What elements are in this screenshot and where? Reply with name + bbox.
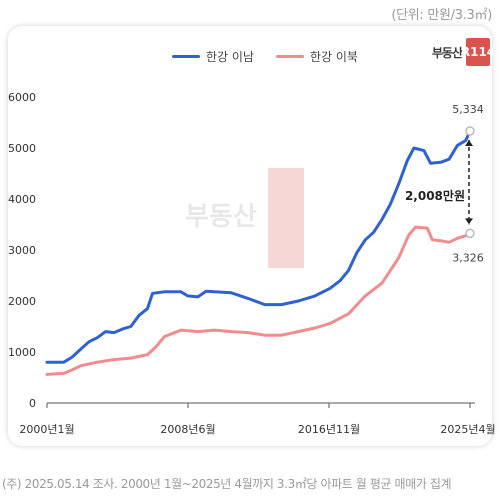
- y-tick-label: 3000: [8, 244, 36, 257]
- end-point-south: [465, 126, 475, 136]
- x-tick-label: 2008년6월: [160, 423, 215, 436]
- gap-arrow-head-down: [465, 218, 473, 225]
- logo-mark: R114: [461, 38, 495, 66]
- x-tick-label: 2025년4월: [440, 423, 495, 436]
- y-tick-label: 1000: [8, 346, 36, 359]
- end-label-north: 3,326: [452, 251, 484, 264]
- series-line-north: [45, 225, 472, 376]
- y-tick-label: 6000: [8, 91, 36, 104]
- end-label-south: 5,334: [452, 103, 484, 116]
- legend-item-south: 한강 이남: [172, 48, 254, 65]
- unit-note: (단위: 만원/3.3㎡): [391, 8, 492, 23]
- watermark-text: 부동산: [185, 202, 257, 232]
- gap-arrow-head-up: [465, 139, 473, 146]
- x-tick-label: 2000년1월: [19, 423, 74, 436]
- watermark-mark: [268, 168, 304, 268]
- legend-label-south: 한강 이남: [206, 50, 254, 64]
- y-tick-label: 4000: [8, 193, 36, 206]
- legend-item-north: 한강 이북: [275, 48, 358, 65]
- x-tick-label: 2016년11월: [298, 423, 360, 436]
- y-tick-label: 2000: [8, 295, 36, 308]
- chart-legend: 한강 이남 한강 이북: [172, 48, 358, 65]
- logo-text: 부동산: [431, 45, 463, 60]
- series-line-south: [45, 129, 472, 364]
- gap-label: 2,008만원: [405, 188, 465, 203]
- y-tick-label: 0: [29, 397, 36, 410]
- legend-swatch-south: [172, 55, 200, 58]
- legend-swatch-north: [275, 55, 304, 58]
- chart-panel: [8, 26, 492, 446]
- y-tick-label: 5000: [8, 142, 36, 155]
- end-point-north: [465, 228, 475, 239]
- legend-label-north: 한강 이북: [309, 50, 358, 64]
- brand-logo: 부동산 R114: [431, 38, 495, 66]
- source-footnote: (주) 2025.05.14 조사. 2000년 1월~2025년 4월까지 3…: [2, 477, 452, 491]
